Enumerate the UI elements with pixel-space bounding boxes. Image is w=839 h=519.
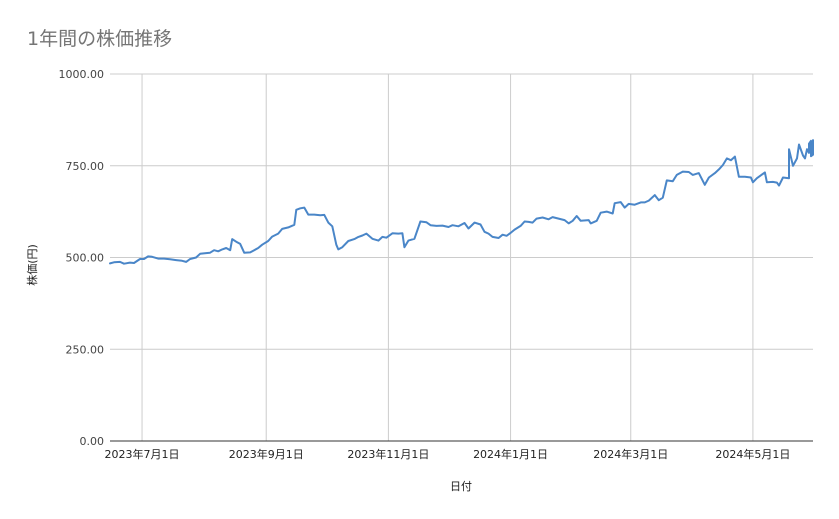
y-tick-label: 0.00 bbox=[80, 435, 105, 448]
y-tick-label: 250.00 bbox=[66, 343, 105, 356]
axes: 0.00 250.00 500.00 750.00 1000.00 2023年7月1日 20… bbox=[59, 68, 813, 461]
series bbox=[109, 139, 814, 265]
y-tick-label: 1000.00 bbox=[59, 68, 105, 81]
y-tick-label: 500.00 bbox=[66, 252, 105, 265]
x-tick-label: 2024年1月1日 bbox=[473, 447, 548, 461]
y-tick-label: 750.00 bbox=[66, 160, 105, 173]
x-tick-label: 2023年9月1日 bbox=[229, 447, 304, 461]
y-axis-label: 株価(円) bbox=[25, 244, 39, 286]
series-line bbox=[109, 139, 814, 265]
x-tick-label: 2023年7月1日 bbox=[105, 447, 180, 461]
x-axis-label: 日付 bbox=[450, 480, 472, 493]
x-tick-label: 2024年5月1日 bbox=[715, 447, 790, 461]
x-tick-label: 2023年11月1日 bbox=[347, 447, 429, 461]
chart-title: 1年間の株価推移 bbox=[27, 28, 173, 50]
gridlines bbox=[110, 73, 813, 441]
x-tick-label: 2024年3月1日 bbox=[593, 447, 668, 461]
